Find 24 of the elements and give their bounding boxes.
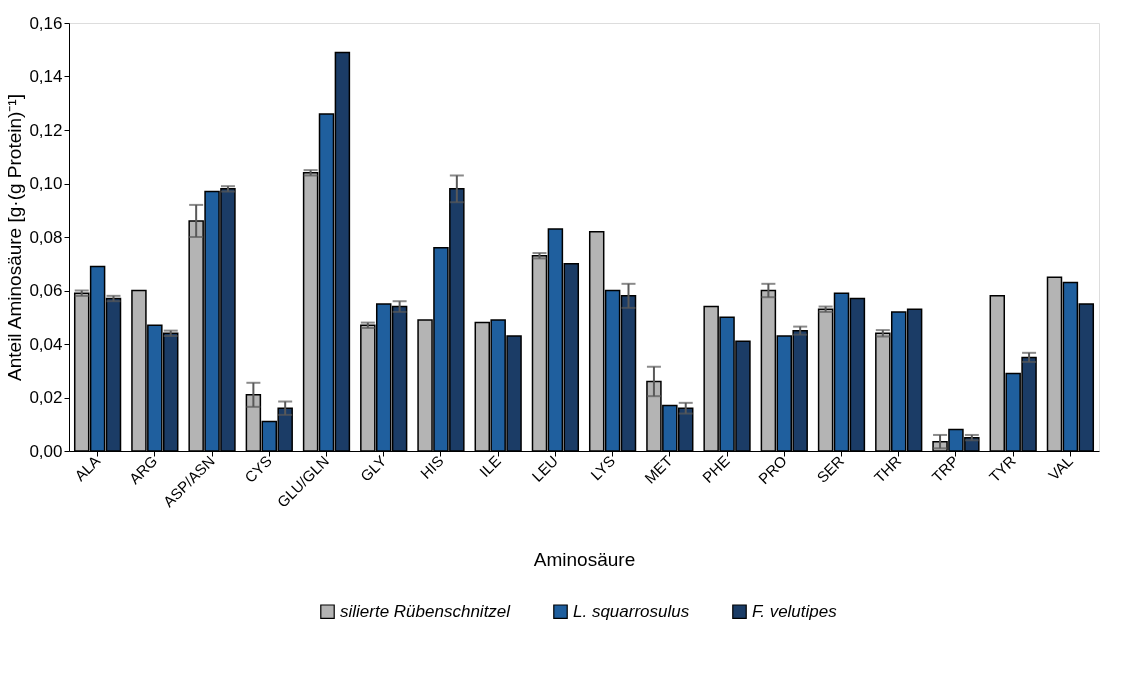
x-tick-label: ALA [71,452,104,485]
y-tick-label: 0,08 [29,227,63,247]
y-tick-label: 0,12 [29,120,63,140]
x-axis-title: Aminosäure [533,548,636,570]
x-tick-label: TYR [985,452,1019,486]
x-tick-label: ILE [475,452,504,481]
y-tick-label: 0,06 [29,281,63,300]
x-tick-label: LYS [586,452,619,484]
y-tick-label: 0,02 [29,388,63,407]
legend-label: F. velutipes [752,601,838,621]
y-tick-label: 0,16 [29,13,63,33]
y-tick-label: 0,04 [29,334,63,354]
x-tick-label: VAL [1044,452,1077,484]
x-tick-label: THR [870,452,905,486]
y-tick-label: 0,14 [29,67,63,86]
x-tick-label: SER [813,452,848,486]
y-axis-title: Anteil Aminosäure [g·(g Protein)⁻¹] [4,94,26,381]
legend-label: L. squarrosulus [573,601,690,621]
legend-label: silierte Rübenschnitzel [340,601,512,621]
x-tick-label: HIS [416,452,447,482]
y-tick-label: 0,10 [29,174,63,193]
y-tick-label: 0,00 [29,441,63,461]
x-tick-label: TRP [928,452,962,486]
x-tick-label: GLY [356,452,390,485]
